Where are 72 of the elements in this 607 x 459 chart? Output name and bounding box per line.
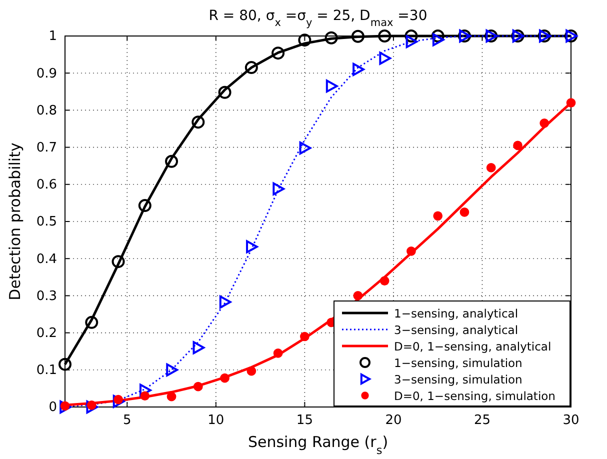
- x-tick-label: 30: [562, 413, 580, 428]
- point: [138, 199, 152, 212]
- point: [432, 33, 444, 46]
- point: [431, 30, 444, 42]
- point: [460, 208, 470, 217]
- x-axis-title: Sensing Range (r$_{s}$): [248, 433, 388, 456]
- chart-title: R = 80, σ$_{x}$ =σ$_{y}$ = 25, D$_{max}$ =30: [208, 8, 428, 29]
- point: [246, 240, 258, 254]
- y-axis-title: Detection probability: [6, 142, 24, 300]
- point: [380, 276, 390, 286]
- point: [139, 384, 152, 397]
- point: [244, 61, 258, 74]
- y-tick-label: 0.5: [36, 214, 57, 230]
- point: [351, 30, 364, 43]
- point: [58, 358, 72, 371]
- point: [140, 391, 150, 401]
- y-tick-label: 0: [48, 400, 57, 416]
- x-tick-label: 25: [474, 413, 490, 428]
- x-tick-label: 10: [208, 413, 224, 428]
- point: [166, 363, 178, 376]
- point: [300, 332, 310, 342]
- point: [486, 163, 496, 172]
- legend-label: 1−sensing, analytical: [394, 306, 518, 320]
- point: [324, 31, 338, 44]
- point: [85, 316, 98, 329]
- y-tick-label: 0.7: [36, 140, 57, 156]
- y-tick-label: 0.4: [36, 252, 57, 267]
- point: [166, 392, 176, 402]
- point: [404, 30, 418, 42]
- point: [218, 86, 232, 99]
- x-tick-label: 15: [296, 413, 313, 428]
- point: [272, 182, 285, 196]
- point: [299, 142, 312, 155]
- y-tick-label: 0.1: [36, 363, 57, 378]
- point: [433, 211, 443, 221]
- x-tick-label: 20: [385, 413, 402, 428]
- y-tick-label: 1: [48, 29, 57, 44]
- legend-label: D=0, 1−sensing, simulation: [394, 389, 556, 403]
- point: [379, 52, 392, 65]
- point: [406, 246, 416, 256]
- y-tick-label: 0.8: [36, 103, 57, 118]
- point: [378, 30, 392, 42]
- y-tick-label: 0.6: [36, 178, 57, 193]
- point: [112, 255, 125, 268]
- point: [540, 118, 550, 128]
- point: [513, 140, 522, 150]
- point: [272, 46, 285, 60]
- x-tick-label: 5: [123, 413, 132, 428]
- point: [86, 400, 98, 414]
- y-tick-label: 0.3: [36, 288, 57, 304]
- point: [192, 341, 205, 354]
- legend-label: 3−sensing, analytical: [394, 323, 518, 337]
- point: [406, 35, 418, 48]
- point: [352, 62, 364, 76]
- point: [566, 98, 576, 108]
- legend-label: 3−sensing, simulation: [394, 372, 522, 386]
- legend-label: 1−sensing, simulation: [394, 356, 522, 370]
- point: [165, 154, 178, 168]
- y-tick-label: 0.9: [36, 66, 57, 82]
- point: [219, 296, 232, 309]
- point: [298, 34, 312, 47]
- point: [326, 80, 338, 93]
- point: [353, 291, 363, 300]
- legend-label: D=0, 1−sensing, analytical: [394, 340, 552, 354]
- point: [273, 348, 283, 358]
- point: [60, 400, 72, 414]
- point: [112, 394, 125, 408]
- y-tick-label: 0.2: [36, 326, 57, 341]
- point: [220, 373, 230, 383]
- point: [193, 382, 203, 392]
- point: [246, 366, 256, 376]
- point: [192, 116, 205, 129]
